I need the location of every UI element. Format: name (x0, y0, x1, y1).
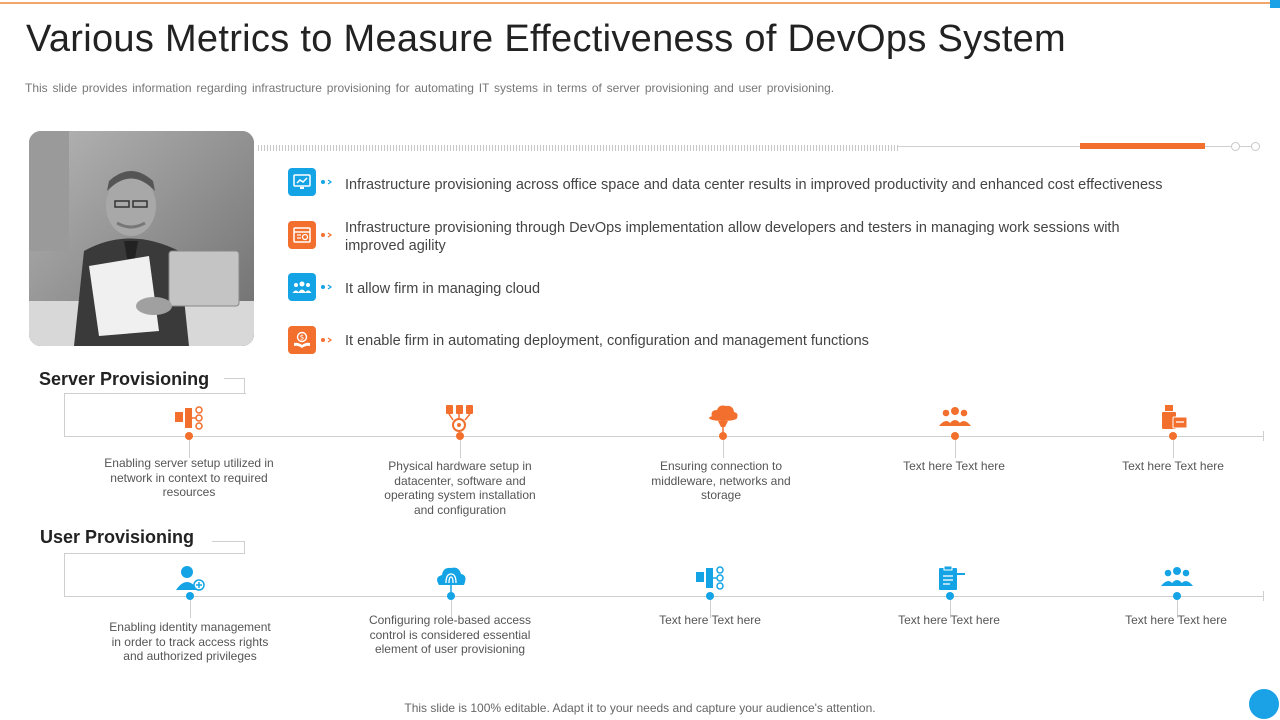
timeline-stem (451, 600, 452, 618)
bullet-connector-dots (321, 284, 333, 290)
timeline-stem (723, 440, 724, 458)
section-bracket-left (64, 393, 245, 436)
timeline-node (1169, 432, 1177, 440)
people-group-icon (939, 407, 971, 426)
bullet-connector-dots (321, 337, 333, 343)
bullet-connector-dots (321, 232, 333, 238)
add-user-icon (176, 566, 205, 591)
bullet-text-2: Infrastructure provisioning through DevO… (345, 220, 1120, 254)
timeline-stem (1177, 600, 1178, 618)
user-item-text-1: Enabling identity management in order to… (109, 620, 271, 663)
top-corner-accent (1270, 0, 1280, 8)
bullet-text-3: It allow firm in managing cloud (345, 281, 541, 297)
timeline-stem (189, 440, 190, 458)
server-item-text-3: Ensuring connection to middleware, netwo… (651, 459, 791, 502)
businessman-photo (29, 131, 254, 346)
people-group-icon (1161, 567, 1193, 586)
server-item-text-5: Text here Text here (1122, 459, 1224, 473)
hardware-setup-icon (446, 405, 473, 432)
svg-text:$: $ (300, 334, 304, 342)
timeline-stem (190, 600, 191, 618)
timeline-node (946, 592, 954, 600)
server-timeline-end (1263, 431, 1264, 441)
user-timeline-end (1263, 591, 1264, 601)
orange-accent-bar (1080, 143, 1205, 149)
top-accent-line (0, 2, 1270, 4)
user-item-text-5: Text here Text here (1125, 613, 1227, 627)
timeline-node (1173, 592, 1181, 600)
timeline-node (186, 592, 194, 600)
server-item-text-4: Text here Text here (903, 459, 1005, 473)
server-provisioning-title: Server Provisioning (39, 369, 210, 389)
browser-settings-icon (288, 221, 316, 249)
section-bracket (224, 378, 245, 393)
timeline-stem (460, 440, 461, 458)
timeline-stem (955, 440, 956, 458)
page-subtitle: This slide provides information regardin… (25, 81, 835, 95)
timeline-stem (1173, 440, 1174, 458)
user-item-text-3: Text here Text here (659, 613, 761, 627)
server-item-text-1: Enabling server setup utilized in networ… (104, 456, 274, 499)
cloud-fingerprint-icon (437, 567, 466, 593)
divider-end-circle (1231, 142, 1240, 151)
timeline-node (706, 592, 714, 600)
cloud-connection-icon (709, 405, 738, 433)
timeline-node (719, 432, 727, 440)
section-bracket-left (64, 553, 245, 597)
user-item-text-4: Text here Text here (898, 613, 1000, 627)
corner-accent-circle (1249, 689, 1279, 719)
monitor-chart-icon (288, 168, 316, 196)
timeline-node (456, 432, 464, 440)
user-timeline (64, 596, 1264, 597)
timeline-stem (950, 600, 951, 618)
bullet-text-4: It enable firm in automating deployment,… (345, 333, 869, 349)
network-devices-icon (175, 406, 203, 430)
timeline-node (447, 592, 455, 600)
server-box-icon (1162, 405, 1188, 429)
timeline-stem (710, 600, 711, 618)
timeline-node (185, 432, 193, 440)
bullet-text-1: Infrastructure provisioning across offic… (345, 177, 1163, 193)
user-item-text-2: Configuring role-based access control is… (368, 613, 532, 656)
section-bracket-top (64, 393, 246, 394)
network-devices-icon (696, 566, 724, 590)
footer-note: This slide is 100% editable. Adapt it to… (404, 701, 876, 715)
bullet-connector-dots (321, 179, 333, 185)
server-item-text-2: Physical hardware setup in datacenter, s… (384, 459, 536, 517)
timeline-node (951, 432, 959, 440)
divider-line (898, 146, 1080, 147)
clipboard-tasks-icon (939, 565, 965, 590)
section-bracket (212, 541, 245, 553)
server-timeline (64, 436, 1264, 437)
dotted-divider (258, 145, 898, 151)
money-hand-icon: $ (288, 326, 316, 354)
team-icon (288, 273, 316, 301)
divider-end-circle (1251, 142, 1260, 151)
user-provisioning-title: User Provisioning (40, 527, 195, 547)
page-title: Various Metrics to Measure Effectiveness… (26, 18, 1066, 60)
